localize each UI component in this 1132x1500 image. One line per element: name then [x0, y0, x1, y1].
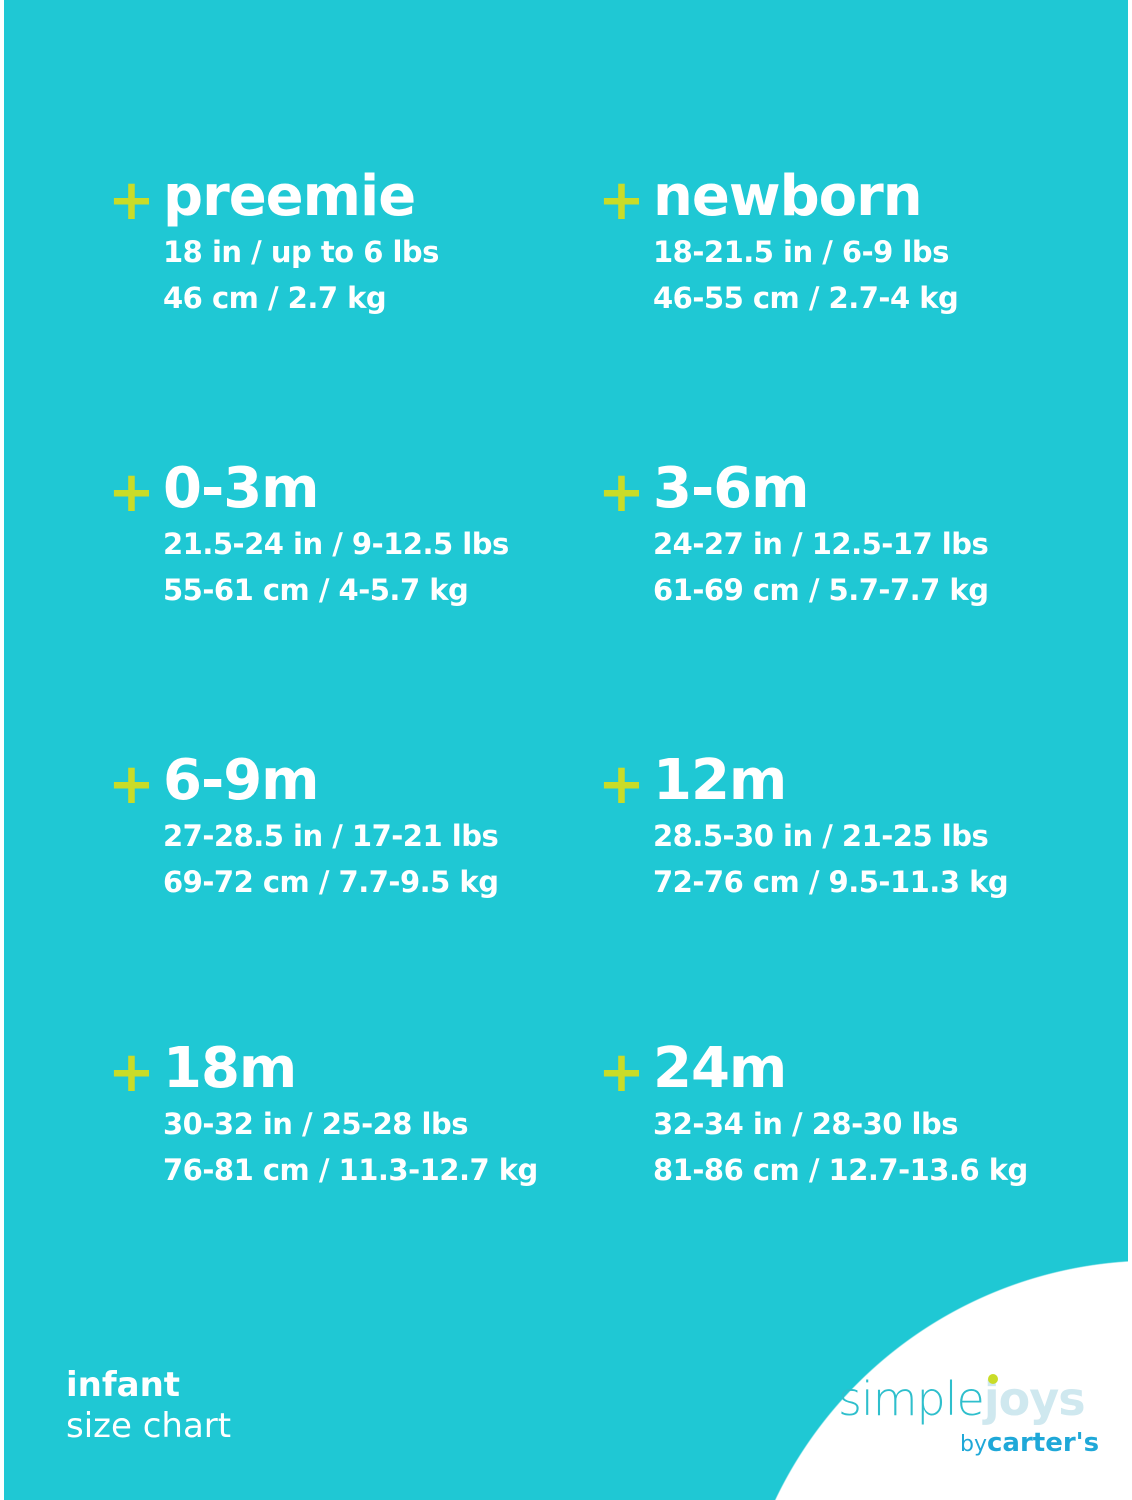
plus-icon: +: [598, 168, 645, 233]
size-entry-3-6m: + 3-6m 24-27 in / 12.5-17 lbs 61-69 cm /…: [598, 456, 989, 613]
teal-panel: + preemie 18 in / up to 6 lbs 46 cm / 2.…: [4, 0, 1128, 1500]
size-imperial: 21.5-24 in / 9-12.5 lbs: [163, 527, 509, 561]
simple-joys-logo: simple joys bycarter's: [838, 1372, 1118, 1472]
plus-icon: +: [108, 1040, 155, 1105]
logo-dot-icon: [987, 1374, 998, 1384]
size-metric: 76-81 cm / 11.3-12.7 kg: [163, 1153, 538, 1187]
plus-icon: +: [108, 460, 155, 525]
size-imperial: 18-21.5 in / 6-9 lbs: [653, 235, 949, 269]
size-imperial: 28.5-30 in / 21-25 lbs: [653, 819, 989, 853]
size-entry-12m: + 12m 28.5-30 in / 21-25 lbs 72-76 cm / …: [598, 748, 1009, 905]
caption-infant: infant: [66, 1365, 181, 1405]
size-metric: 72-76 cm / 9.5-11.3 kg: [653, 865, 1009, 899]
size-name: 0-3m: [163, 456, 320, 521]
size-entry-preemie: + preemie 18 in / up to 6 lbs 46 cm / 2.…: [108, 164, 439, 321]
size-imperial: 27-28.5 in / 17-21 lbs: [163, 819, 499, 853]
plus-icon: +: [108, 168, 155, 233]
plus-icon: +: [598, 1040, 645, 1105]
size-entry-24m: + 24m 32-34 in / 28-30 lbs 81-86 cm / 12…: [598, 1036, 1028, 1193]
size-name: 3-6m: [653, 456, 810, 521]
size-entry-newborn: + newborn 18-21.5 in / 6-9 lbs 46-55 cm …: [598, 164, 959, 321]
size-name: newborn: [653, 164, 923, 229]
logo-word-joys: joys: [983, 1372, 1086, 1426]
size-name: 18m: [163, 1036, 297, 1101]
caption-size-chart: size chart: [66, 1406, 232, 1446]
size-metric: 46-55 cm / 2.7-4 kg: [653, 281, 959, 315]
chart-caption: infant size chart: [66, 1364, 231, 1446]
size-imperial: 24-27 in / 12.5-17 lbs: [653, 527, 989, 561]
size-name: 12m: [653, 748, 787, 813]
size-entry-0-3m: + 0-3m 21.5-24 in / 9-12.5 lbs 55-61 cm …: [108, 456, 509, 613]
size-imperial: 18 in / up to 6 lbs: [163, 235, 439, 269]
size-name: 24m: [653, 1036, 787, 1101]
logo-circle: [730, 1260, 1128, 1500]
size-name: 6-9m: [163, 748, 320, 813]
plus-icon: +: [598, 460, 645, 525]
plus-icon: +: [108, 752, 155, 817]
size-metric: 46 cm / 2.7 kg: [163, 281, 387, 315]
size-metric: 69-72 cm / 7.7-9.5 kg: [163, 865, 499, 899]
size-imperial: 32-34 in / 28-30 lbs: [653, 1107, 959, 1141]
size-name: preemie: [163, 164, 416, 229]
plus-icon: +: [598, 752, 645, 817]
logo-by-carters: bycarter's: [960, 1428, 1100, 1458]
size-imperial: 30-32 in / 25-28 lbs: [163, 1107, 469, 1141]
size-metric: 81-86 cm / 12.7-13.6 kg: [653, 1153, 1028, 1187]
logo-word-simple: simple: [838, 1372, 985, 1426]
size-metric: 61-69 cm / 5.7-7.7 kg: [653, 573, 989, 607]
size-entry-18m: + 18m 30-32 in / 25-28 lbs 76-81 cm / 11…: [108, 1036, 538, 1193]
size-metric: 55-61 cm / 4-5.7 kg: [163, 573, 469, 607]
size-entry-6-9m: + 6-9m 27-28.5 in / 17-21 lbs 69-72 cm /…: [108, 748, 499, 905]
